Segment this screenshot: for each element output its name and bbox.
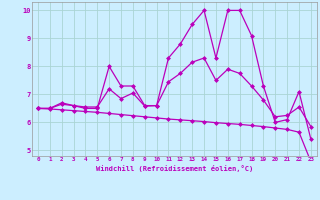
X-axis label: Windchill (Refroidissement éolien,°C): Windchill (Refroidissement éolien,°C) <box>96 165 253 172</box>
